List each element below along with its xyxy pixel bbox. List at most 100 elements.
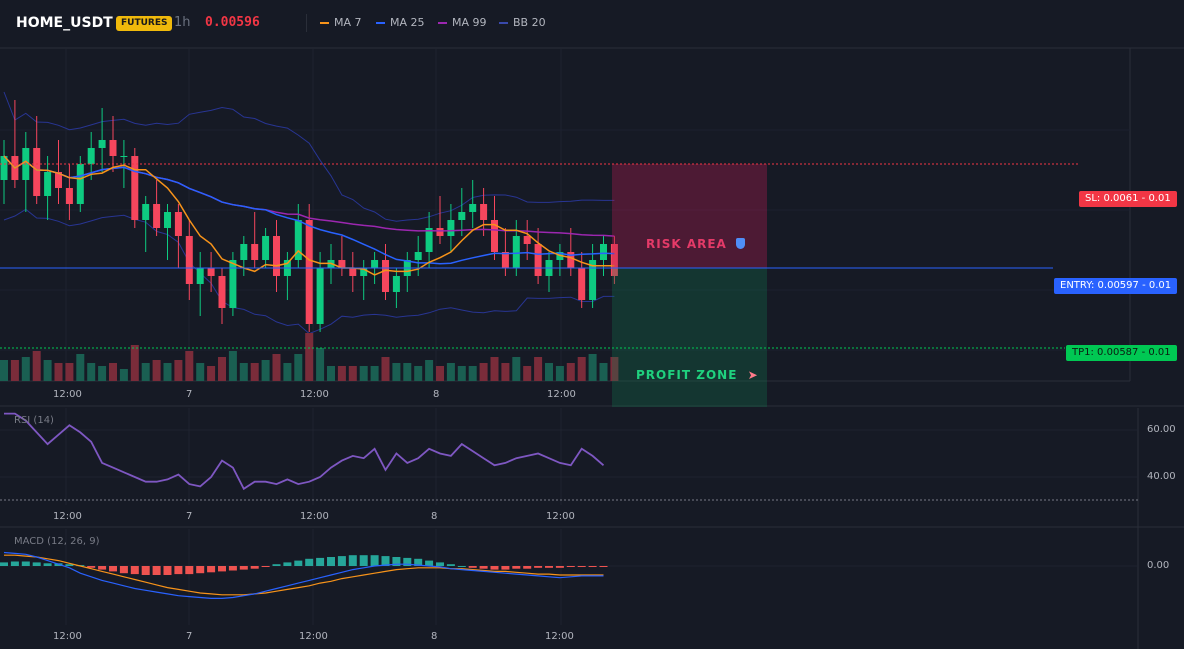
candle-body	[382, 260, 389, 292]
macd-histogram-bar	[479, 566, 488, 569]
risk-area-box	[612, 164, 767, 268]
sl-tag[interactable]: SL: 0.0061 - 0.01	[1079, 191, 1177, 207]
volume-bar	[512, 357, 521, 381]
tp1-tag[interactable]: TP1: 0.00587 - 0.01	[1066, 345, 1177, 361]
volume-bar	[370, 366, 379, 381]
timeframe-label[interactable]: 1h	[174, 15, 191, 30]
macd-histogram-bar	[370, 555, 379, 566]
rsi-tick: 40.00	[1147, 471, 1176, 482]
volume-bar	[163, 363, 172, 381]
candle-body	[480, 204, 488, 220]
macd-histogram-bar	[359, 555, 368, 566]
macd-histogram-bar	[141, 566, 150, 575]
entry-tag[interactable]: ENTRY: 0.00597 - 0.01	[1054, 278, 1178, 294]
rocket-icon: ➤	[747, 368, 759, 382]
legend-ma25[interactable]: MA 25	[376, 16, 425, 29]
rsi-line	[4, 412, 605, 491]
candle-body	[33, 148, 41, 196]
candle-body	[305, 220, 313, 324]
volume-bar	[21, 357, 30, 381]
symbol-label[interactable]: HOME_USDT	[16, 15, 113, 31]
time-label: 12:00	[547, 389, 576, 400]
legend-swatch-icon	[438, 21, 447, 24]
volume-bar	[501, 363, 510, 381]
volume-bar	[534, 357, 543, 381]
volume-bar	[468, 366, 477, 381]
legend-bb20[interactable]: BB 20	[499, 16, 546, 29]
macd-histogram-bar	[337, 556, 346, 566]
volume-bar	[523, 366, 532, 381]
candle-body	[0, 156, 8, 180]
volume-bar	[228, 351, 237, 381]
volume-bar	[392, 363, 401, 381]
macd-histogram-bar	[327, 557, 335, 566]
tp1-qty: - 0.01	[1141, 347, 1171, 358]
macd-histogram-bar	[523, 566, 532, 569]
volume-bar	[588, 354, 597, 381]
volume-bar	[109, 363, 117, 381]
entry-label: ENTRY: 0.00597	[1060, 280, 1139, 291]
candle-body	[501, 252, 509, 268]
candle-body	[414, 252, 422, 260]
sl-qty: - 0.01	[1141, 193, 1171, 204]
macd-histogram-bar	[185, 566, 194, 575]
macd-histogram-bar	[599, 566, 608, 567]
legend-ma7[interactable]: MA 7	[320, 16, 362, 29]
rsi-title: RSI (14)	[14, 415, 54, 426]
macd-histogram-bar	[207, 566, 216, 573]
candle-body	[589, 260, 597, 300]
candle-body	[458, 212, 466, 220]
risk-area-label: RISK AREA	[646, 237, 746, 251]
time-label: 12:00	[53, 511, 82, 522]
candle-body	[153, 204, 161, 228]
volume-bar	[76, 354, 85, 381]
candle-body	[425, 228, 433, 252]
volume-bar	[294, 354, 303, 381]
tp1-label: TP1: 0.00587	[1072, 347, 1139, 358]
candle-body	[523, 236, 531, 244]
volume-bar	[0, 360, 8, 381]
macd-histogram-bar	[239, 566, 248, 570]
futures-badge: FUTURES	[116, 16, 173, 31]
macd-histogram-bar	[250, 566, 259, 569]
candle-body	[131, 156, 139, 220]
macd-histogram-bar	[0, 562, 8, 566]
candle-body	[109, 140, 117, 156]
macd-histogram-bar	[490, 566, 499, 570]
legend-label: MA 7	[334, 16, 362, 29]
macd-histogram-bar	[32, 562, 41, 566]
macd-histogram-bar	[305, 558, 314, 566]
macd-histogram-bar	[43, 563, 52, 566]
volume-bar	[425, 360, 434, 381]
risk-area-text: RISK AREA	[646, 237, 727, 251]
volume-bar	[359, 366, 368, 381]
rsi-tick: 60.00	[1147, 424, 1176, 435]
profit-zone-box	[612, 268, 767, 407]
volume-bar	[337, 366, 346, 381]
macd-histogram-bar	[348, 555, 357, 566]
volume-bar	[174, 360, 183, 381]
macd-histogram-bar	[119, 566, 128, 574]
bb-upper-line	[3, 91, 615, 222]
candle-body	[436, 228, 444, 236]
macd-histogram-bar	[65, 564, 74, 566]
volume-bar	[32, 351, 41, 381]
volume-bar	[130, 345, 139, 381]
candle-body	[164, 212, 171, 228]
macd-line	[3, 551, 604, 599]
candle-body	[371, 260, 379, 268]
volume-bar	[54, 363, 63, 381]
chart-header: HOME_USDT FUTURES 1h 0.00596 MA 7 MA 25 …	[0, 0, 1184, 48]
macd-histogram-bar	[316, 557, 325, 566]
time-label: 12:00	[299, 631, 328, 642]
macd-histogram-bar	[130, 566, 139, 575]
legend-ma99[interactable]: MA 99	[438, 16, 487, 29]
macd-histogram-bar	[87, 566, 96, 568]
time-label: 12:00	[300, 511, 329, 522]
candle-body	[273, 236, 280, 276]
volume-bar	[272, 354, 281, 381]
candle-body	[196, 268, 204, 284]
header-divider	[306, 14, 307, 32]
macd-title: MACD (12, 26, 9)	[14, 536, 100, 547]
